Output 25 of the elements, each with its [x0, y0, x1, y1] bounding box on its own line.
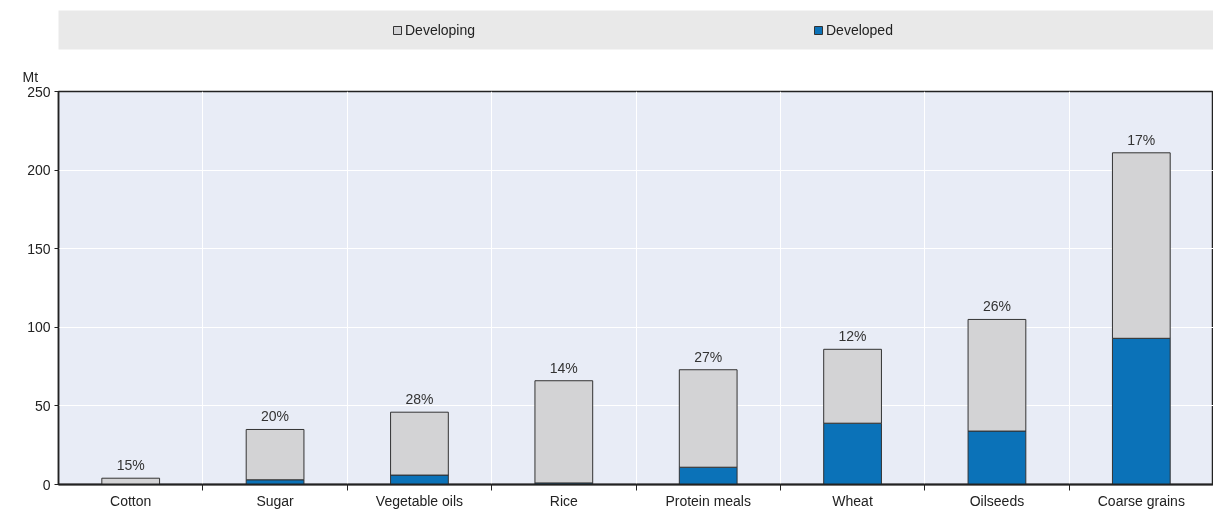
y-tick-label: 100: [27, 319, 51, 336]
y-tick-label: 250: [27, 83, 51, 100]
x-tick-label: Coarse grains: [1097, 492, 1185, 509]
annotation: 28%: [405, 391, 434, 408]
y-tick-label: 0: [42, 476, 51, 493]
y-axis-title: Mt: [22, 68, 39, 85]
x-tick-label: Sugar: [256, 492, 295, 509]
x-tick-label: Oilseeds: [969, 492, 1025, 509]
legend-label: Developing: [405, 22, 477, 38]
annotation: 14%: [549, 359, 578, 376]
annotation: 17%: [1127, 131, 1156, 148]
y-tick-label: 200: [27, 162, 51, 179]
annotation: 27%: [694, 348, 723, 365]
x-tick-label: Wheat: [832, 492, 873, 509]
annotation: 20%: [261, 408, 290, 425]
y-tick-label: 50: [34, 397, 51, 414]
x-tick-label: Rice: [549, 492, 579, 509]
x-tick-label: Protein meals: [665, 492, 751, 509]
legend-label: Developed: [826, 22, 894, 38]
annotation: 12%: [838, 328, 867, 345]
x-tick-label: Vegetable oils: [375, 492, 464, 509]
annotation: 26%: [982, 298, 1011, 315]
x-tick-label: Cotton: [110, 492, 152, 509]
annotation: 15%: [116, 457, 145, 474]
y-tick-label: 150: [27, 240, 51, 257]
